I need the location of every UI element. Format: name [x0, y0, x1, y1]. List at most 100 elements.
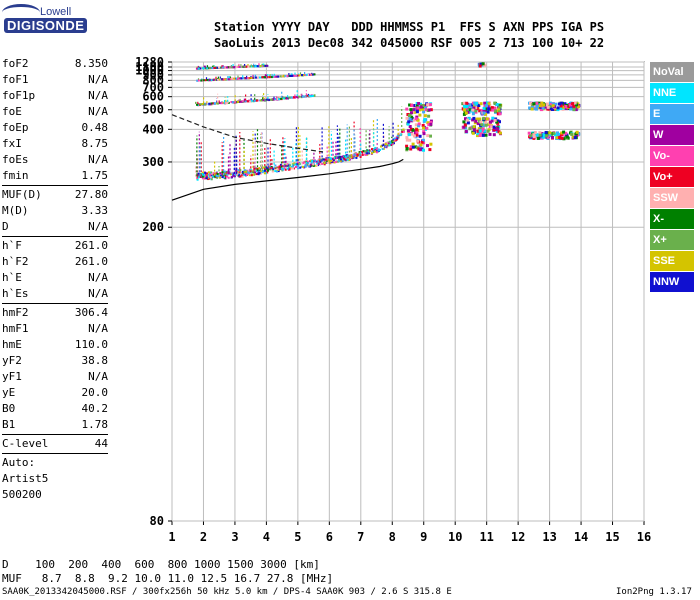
param-value: 110.0 — [74, 338, 108, 351]
echo-point — [418, 113, 422, 117]
param-value: 8.75 — [81, 137, 109, 150]
echo-point — [548, 104, 552, 108]
param-name: C-level — [2, 437, 49, 450]
echo-point — [299, 166, 302, 169]
echo-point — [307, 165, 310, 168]
echo-point — [423, 114, 427, 118]
echo-point — [259, 172, 262, 175]
echo-point — [252, 76, 254, 79]
echo-point — [213, 67, 216, 69]
echo-point — [276, 168, 279, 171]
echo-point — [418, 134, 422, 138]
param-name: hmE — [2, 338, 22, 351]
param-name: fxI — [2, 137, 22, 150]
echo-point — [267, 169, 270, 172]
echo-point — [211, 66, 214, 69]
echo-point — [390, 143, 393, 146]
echo-point — [560, 136, 564, 140]
echo-point — [327, 160, 330, 163]
param-value: 1.78 — [81, 418, 109, 431]
logo-swoosh-icon — [2, 4, 40, 21]
echo-point — [274, 164, 277, 167]
param-name: fmin — [2, 169, 29, 182]
echo-point — [347, 154, 349, 157]
echo-point — [554, 107, 558, 111]
echo-point — [221, 171, 224, 174]
param-row: M(D) 3.33 — [2, 203, 108, 219]
echo-point — [226, 175, 229, 178]
echo-point — [220, 174, 223, 177]
echo-point — [483, 129, 486, 133]
echo-point — [410, 115, 414, 119]
echo-point — [208, 78, 211, 81]
echo-point — [424, 106, 427, 110]
echo-point — [484, 120, 487, 124]
echo-point — [491, 116, 495, 120]
echo-point — [284, 97, 287, 100]
echo-point — [218, 102, 221, 105]
echo-point — [286, 167, 289, 170]
legend-item: X+ — [650, 230, 694, 250]
echo-point — [237, 77, 239, 80]
echo-point — [491, 108, 495, 112]
echo-point — [481, 62, 485, 66]
echo-point — [220, 102, 223, 105]
echo-point — [234, 100, 237, 103]
echo-point — [342, 155, 345, 158]
echo-point — [379, 149, 381, 151]
echo-point — [223, 78, 226, 81]
echo-point — [479, 120, 483, 124]
echo-point — [357, 153, 360, 155]
echo-point — [422, 132, 426, 136]
echo-point — [376, 148, 378, 151]
echo-point — [394, 139, 397, 142]
echo-point — [412, 134, 416, 138]
param-name: yE — [2, 386, 16, 399]
echo-point — [421, 107, 424, 111]
echo-point — [348, 156, 350, 159]
echo-point — [270, 76, 273, 79]
echo-point — [224, 78, 227, 81]
echo-point — [574, 108, 578, 112]
echo-point — [422, 130, 426, 134]
echo-point — [216, 66, 219, 69]
echo-point — [297, 167, 300, 170]
echo-point — [535, 107, 538, 111]
echo-point — [419, 105, 423, 109]
echo-point — [243, 77, 246, 80]
echo-point — [249, 168, 252, 171]
echo-point — [297, 74, 300, 77]
echo-point — [226, 66, 229, 69]
echo-point — [213, 175, 216, 178]
echo-point — [323, 162, 326, 164]
echo-point — [542, 103, 545, 107]
echo-point — [487, 107, 491, 111]
echo-point — [280, 97, 282, 100]
echo-point — [529, 133, 532, 137]
echo-point — [307, 73, 309, 76]
echo-point — [268, 168, 271, 170]
echo-point — [394, 137, 397, 140]
echo-point — [367, 150, 370, 153]
echo-point — [312, 163, 315, 166]
echo-point — [310, 159, 312, 162]
echo-point — [269, 168, 272, 171]
echo-point — [329, 161, 332, 164]
param-name: hmF1 — [2, 322, 29, 335]
echo-point — [483, 104, 487, 108]
echo-point — [209, 173, 212, 176]
param-name: yF1 — [2, 370, 22, 383]
echo-point — [250, 76, 253, 79]
echo-point — [240, 174, 243, 177]
echo-point — [498, 105, 502, 109]
echo-point — [391, 141, 394, 144]
echo-point — [373, 150, 376, 153]
echo-point — [209, 67, 212, 70]
echo-point — [245, 65, 248, 68]
echo-point — [466, 121, 470, 125]
legend-item: E — [650, 104, 694, 124]
echo-point — [478, 109, 482, 113]
param-name: h`F — [2, 239, 22, 252]
echo-point — [309, 95, 312, 98]
